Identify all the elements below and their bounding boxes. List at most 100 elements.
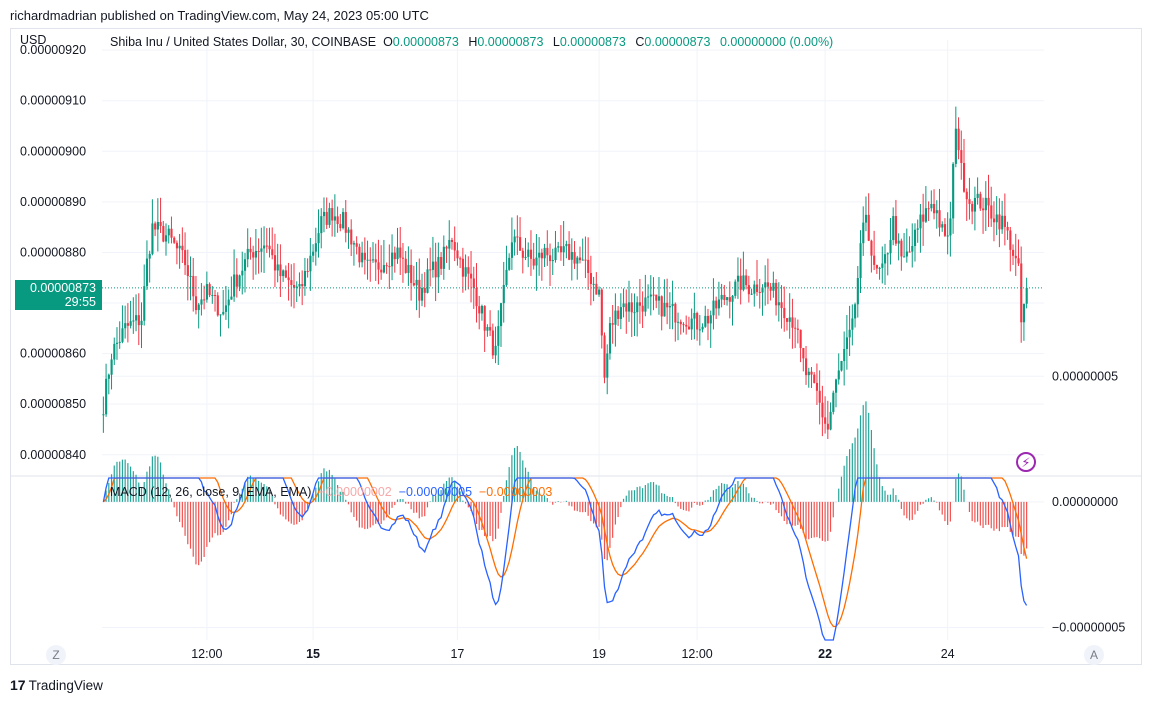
candle-body <box>984 197 987 211</box>
candle-body <box>499 303 503 327</box>
candle-body <box>1017 258 1020 264</box>
candle-body <box>404 258 407 273</box>
tradingview-brand[interactable]: 17 TradingView <box>10 677 103 693</box>
candle-body <box>987 197 990 206</box>
candle-body <box>726 297 729 301</box>
candle-body <box>295 286 298 288</box>
candle-body <box>148 253 151 259</box>
candle-body <box>805 358 808 376</box>
candle-body <box>815 382 819 391</box>
candle-body <box>382 265 386 273</box>
candle-body <box>889 240 892 254</box>
candle-body <box>598 289 601 295</box>
candle-body <box>764 282 767 288</box>
zoom-button[interactable]: Z <box>46 645 66 665</box>
candle-body <box>489 327 492 331</box>
candle-body <box>399 247 402 258</box>
auto-scale-button[interactable]: A <box>1084 645 1104 665</box>
macd-line <box>102 477 1028 641</box>
candle-body <box>159 221 162 226</box>
last-price-tag: 0.00000873 29:55 <box>15 280 102 310</box>
candle-body <box>794 327 797 329</box>
price-axis-label: 0.00000900 <box>20 144 86 158</box>
candle-body <box>107 374 110 379</box>
candle-body <box>554 247 557 261</box>
candle-body <box>1020 263 1023 323</box>
candle-body <box>979 193 982 209</box>
candle-body <box>478 306 481 314</box>
candle-body <box>652 294 655 296</box>
candle-body <box>279 264 282 277</box>
candle-body <box>766 282 770 287</box>
candle-body <box>543 247 546 259</box>
candle-body <box>611 323 614 325</box>
candle-body <box>391 252 394 267</box>
candle-body <box>930 203 933 209</box>
candle-body <box>502 284 505 304</box>
macd-line-value: −0.00000005 <box>398 485 473 499</box>
candle-body <box>290 280 293 285</box>
high-value: 0.00000873 <box>477 35 544 49</box>
candle-body <box>750 293 753 295</box>
candle-body <box>529 249 533 259</box>
candle-body <box>143 286 146 321</box>
candle-body <box>671 303 674 307</box>
candle-body <box>322 211 326 217</box>
candle-body <box>388 266 391 268</box>
candle-body <box>802 347 805 359</box>
candle-body <box>712 300 715 316</box>
candle-body <box>851 318 854 330</box>
lightning-icon[interactable]: ⚡ <box>1016 452 1036 472</box>
candle-body <box>845 337 849 349</box>
candle-body <box>785 318 789 322</box>
candle-body <box>200 299 203 305</box>
candle-body <box>630 302 633 313</box>
price-axis-label: 0.00000850 <box>20 397 86 411</box>
candle-body <box>826 423 829 430</box>
candle-body <box>628 302 631 312</box>
candle-body <box>140 320 143 326</box>
candle-body <box>690 318 693 330</box>
time-axis-label: 12:00 <box>681 647 712 661</box>
candle-body <box>818 390 821 403</box>
candle-body <box>282 270 285 277</box>
candle-body <box>505 269 508 285</box>
candle-body <box>982 208 985 211</box>
candle-body <box>922 214 925 222</box>
candle-body <box>115 342 119 344</box>
macd-axis-label: 0.00000005 <box>1052 369 1118 383</box>
candle-body <box>905 251 908 257</box>
candle-body <box>551 260 554 262</box>
candle-body <box>557 246 560 248</box>
candle-body <box>603 335 606 378</box>
candle-body <box>742 275 745 290</box>
candle-body <box>965 191 968 200</box>
candle-body <box>668 306 671 308</box>
candle-body <box>301 284 304 287</box>
candle-body <box>687 326 691 330</box>
candle-body <box>946 235 949 237</box>
candle-body <box>167 228 170 236</box>
candle-body <box>617 310 620 319</box>
candle-body <box>470 273 473 279</box>
candle-body <box>589 273 592 285</box>
candle-body <box>521 250 524 258</box>
open-value: 0.00000873 <box>392 35 459 49</box>
candle-body <box>350 229 353 245</box>
candle-body <box>203 299 206 301</box>
candle-body <box>371 259 375 261</box>
candle-body <box>475 287 478 307</box>
candle-body <box>576 257 579 264</box>
macd-title: MACD (12, 26, close, 9, EMA, EMA) <box>110 485 312 499</box>
candle-body <box>519 237 522 251</box>
candle-body <box>886 253 889 255</box>
candle-body <box>252 252 255 258</box>
candle-body <box>622 303 625 308</box>
candle-body <box>287 277 290 281</box>
candle-body <box>102 414 105 416</box>
candle-body <box>429 269 432 271</box>
candle-body <box>952 163 955 219</box>
candle-body <box>273 255 277 271</box>
change-value: 0.00000000 (0.00%) <box>719 35 834 49</box>
